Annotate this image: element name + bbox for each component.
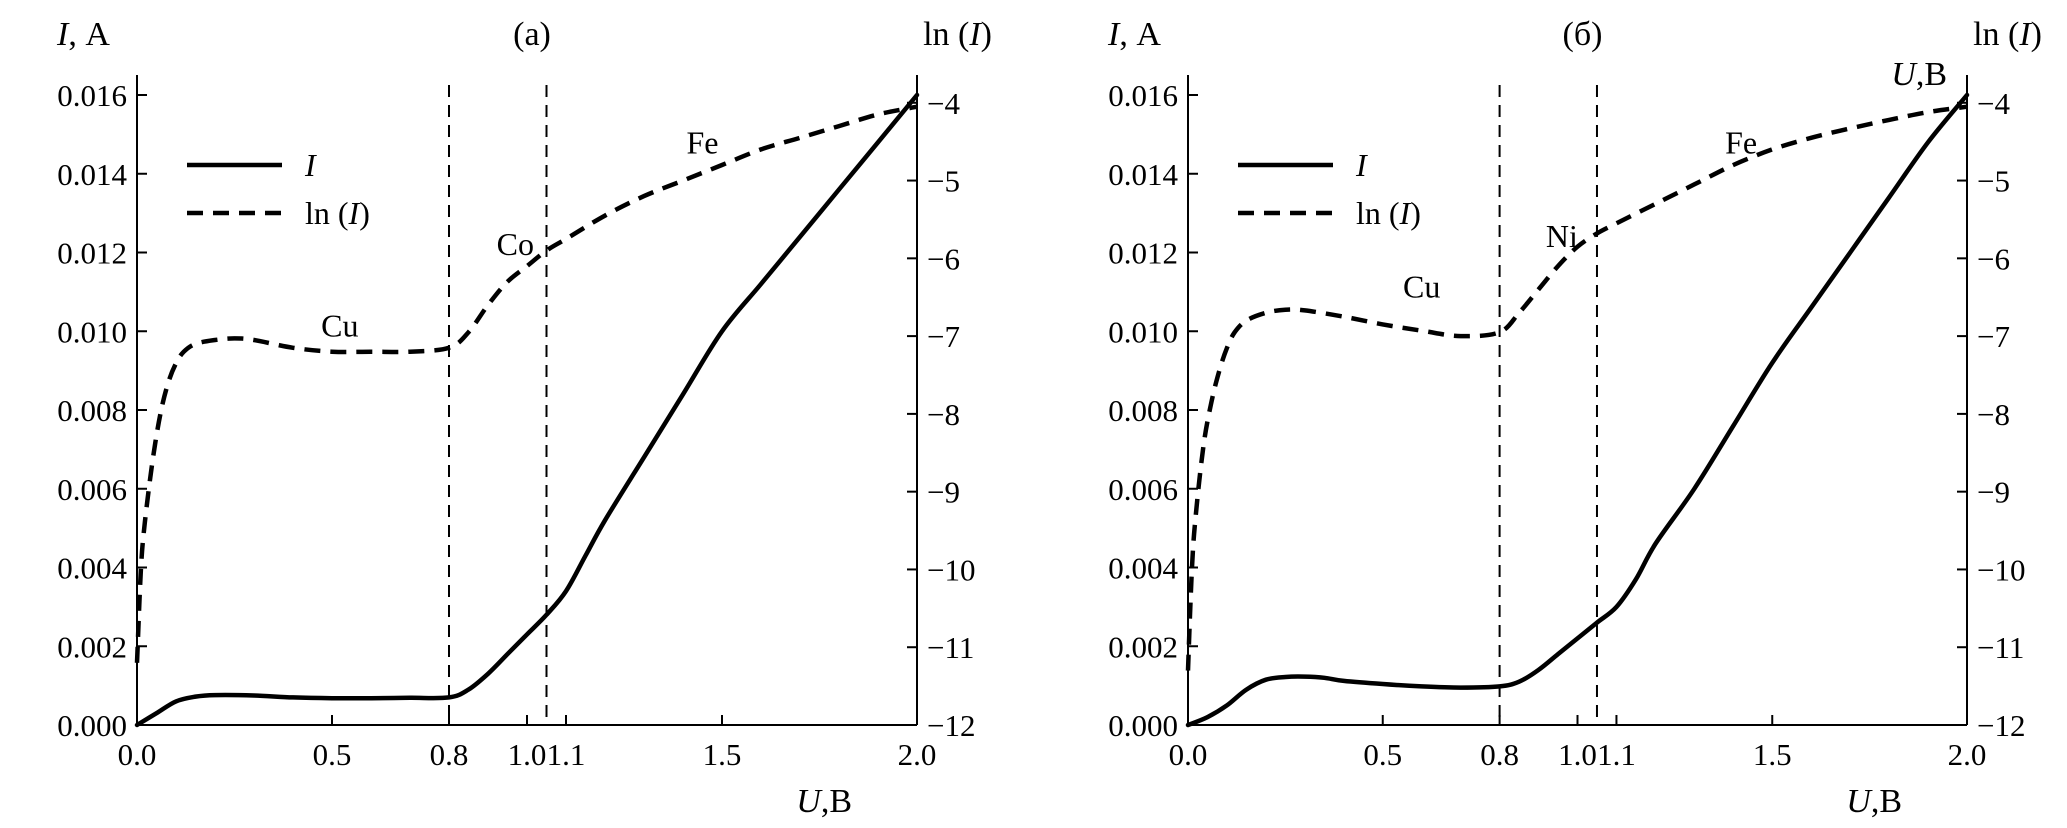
x-axis-title: U,В <box>796 783 852 820</box>
y-axis-left-title: I, А <box>1107 16 1161 53</box>
region-annotation: Fe <box>1725 125 1757 161</box>
y-left-tick-label: 0.012 <box>57 236 127 271</box>
y-axis-right-title: ln (I) <box>1973 16 2042 53</box>
y-left-tick-label: 0.016 <box>1108 78 1178 113</box>
y-left-tick-label: 0.004 <box>57 551 127 586</box>
y-left-tick-label: 0.000 <box>1108 708 1178 743</box>
y-left-tick-label: 0.014 <box>1108 157 1178 192</box>
region-annotation: Cu <box>1403 269 1440 305</box>
y-axis-left-title: I, А <box>56 16 110 53</box>
legend: Iln (I) <box>1238 147 1421 231</box>
x-axis-title: U,В <box>1846 783 1902 820</box>
legend: Iln (I) <box>187 147 370 231</box>
y-left-tick-label: 0.014 <box>57 157 127 192</box>
y-left-tick-label: 0.004 <box>1108 551 1178 586</box>
y-right-tick-label: −12 <box>927 708 975 743</box>
x-tick-label: 1.0 <box>508 737 547 772</box>
x-tick-label: 1.5 <box>1753 737 1792 772</box>
y-left-var: I <box>1107 16 1121 53</box>
corner-axis-label: U,В <box>1891 56 1947 93</box>
y-left-tick-label: 0.012 <box>1108 236 1178 271</box>
y-left-unit: , А <box>1119 16 1161 53</box>
ln-current-series-line <box>134 104 918 663</box>
y-left-var: I <box>56 16 70 53</box>
y-left-tick-label: 0.002 <box>57 629 127 664</box>
current-series-line <box>134 92 920 728</box>
x-tick-label: 1.0 <box>1558 737 1597 772</box>
y-right-tick-label: −8 <box>927 397 960 432</box>
region-annotation: Co <box>497 226 534 262</box>
y-left-tick-label: 0.002 <box>1108 629 1178 664</box>
y-right-tick-label: −5 <box>927 164 960 199</box>
x-tick-label: 1.1 <box>1597 737 1636 772</box>
y-right-tick-label: −11 <box>1977 630 2024 665</box>
region-annotation: Ni <box>1546 218 1578 254</box>
x-tick-label: 1.1 <box>547 737 586 772</box>
x-tick-label: 0.5 <box>1363 737 1402 772</box>
y-left-tick-label: 0.006 <box>1108 472 1178 507</box>
ln-current-series-line <box>1185 104 1968 671</box>
y-right-tick-label: −7 <box>927 319 960 354</box>
y-right-tick-label: −5 <box>1977 164 2010 199</box>
x-tick-label: 0.0 <box>1169 737 1208 772</box>
chart-panel-a: 0.0 0.5 0.8 1.0 1.1 1.5 2.0 0.000 0.002 0.004 0.00… <box>56 16 992 820</box>
y-right-tick-label: −10 <box>927 552 975 587</box>
legend-label: I <box>1355 147 1368 183</box>
region-annotation: Fe <box>687 125 719 161</box>
y-right-tick-label: −10 <box>1977 552 2025 587</box>
x-tick-label: 0.8 <box>1480 737 1519 772</box>
x-tick-label: 0.5 <box>313 737 352 772</box>
y-right-tick-label: −11 <box>927 630 974 665</box>
y-left-tick-label: 0.010 <box>1108 314 1178 349</box>
y-right-tick-label: −6 <box>1977 241 2010 276</box>
y-right-tick-label: −8 <box>1977 397 2010 432</box>
y-right-tick-label: −6 <box>927 241 960 276</box>
current-series-line <box>1185 92 1970 728</box>
x-tick-label: 1.5 <box>703 737 742 772</box>
region-annotation: Cu <box>321 307 358 343</box>
legend-label: ln (I) <box>1356 195 1421 231</box>
panel-title: (a) <box>513 16 551 53</box>
x-tick-label: 2.0 <box>1948 737 1987 772</box>
legend-label: I <box>304 147 317 183</box>
y-right-tick-label: −4 <box>1977 86 2010 121</box>
y-axis-right-title: ln (I) <box>923 16 992 53</box>
panel-title: (б) <box>1563 16 1603 53</box>
y-right-tick-label: −9 <box>1977 475 2010 510</box>
y-left-unit: , А <box>68 16 110 53</box>
y-left-tick-label: 0.016 <box>57 78 127 113</box>
y-right-tick-label: −12 <box>1977 708 2025 743</box>
y-right-tick-label: −4 <box>927 86 960 121</box>
y-left-tick-label: 0.000 <box>57 708 127 743</box>
y-left-tick-label: 0.008 <box>1108 393 1178 428</box>
y-left-tick-label: 0.006 <box>57 472 127 507</box>
y-left-tick-label: 0.008 <box>57 393 127 428</box>
y-right-tick-label: −9 <box>927 475 960 510</box>
y-right-tick-label: −7 <box>1977 319 2010 354</box>
y-left-tick-label: 0.010 <box>57 314 127 349</box>
x-tick-label: 0.0 <box>118 737 157 772</box>
legend-label: ln (I) <box>305 195 370 231</box>
chart-panel-b: 0.0 0.5 0.8 1.0 1.1 1.5 2.0 0.000 0.002 0.004 0.00… <box>1107 16 2042 820</box>
x-tick-label: 0.8 <box>430 737 469 772</box>
x-tick-label: 2.0 <box>898 737 937 772</box>
